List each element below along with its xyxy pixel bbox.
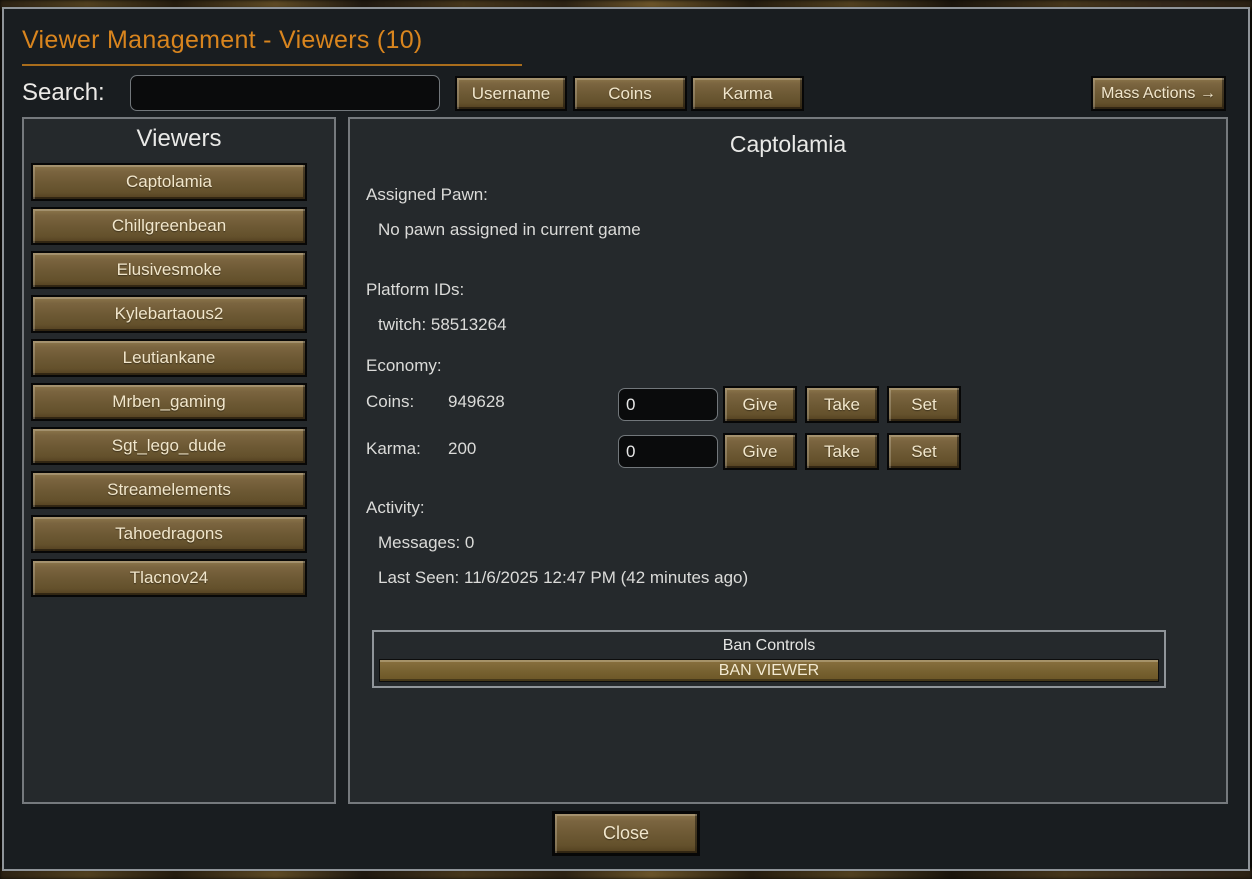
assigned-pawn-label: Assigned Pawn:: [366, 185, 488, 204]
sort-username-button[interactable]: Username: [455, 76, 567, 111]
game-world-backdrop-top: [0, 0, 1252, 9]
viewer-item-tlacnov24[interactable]: Tlacnov24: [31, 559, 307, 597]
viewer-management-dialog: Viewer Management - Viewers (10) Search:…: [2, 7, 1250, 871]
platform-id-twitch: twitch: 58513264: [378, 315, 507, 334]
viewer-list: Captolamia Chillgreenbean Elusivesmoke K…: [31, 163, 307, 603]
title-underline: [22, 64, 522, 66]
coins-value: 949628: [448, 392, 505, 411]
viewer-detail-panel: Captolamia Assigned Pawn: No pawn assign…: [348, 117, 1228, 804]
karma-value: 200: [448, 439, 477, 458]
viewer-item-streamelements[interactable]: Streamelements: [31, 471, 307, 509]
karma-take-button[interactable]: Take: [805, 433, 879, 470]
coins-label: Coins:: [366, 392, 415, 411]
karma-give-button[interactable]: Give: [723, 433, 797, 470]
karma-label: Karma:: [366, 439, 421, 458]
activity-last-seen: Last Seen: 11/6/2025 12:47 PM (42 minute…: [378, 568, 749, 587]
coins-take-button[interactable]: Take: [805, 386, 879, 423]
dialog-title: Viewer Management - Viewers (10): [22, 26, 423, 54]
viewer-item-tahoedragons[interactable]: Tahoedragons: [31, 515, 307, 553]
platform-ids-label: Platform IDs:: [366, 280, 465, 299]
viewer-item-leutiankane[interactable]: Leutiankane: [31, 339, 307, 377]
game-world-backdrop-bottom: [0, 869, 1252, 879]
ban-viewer-button[interactable]: BAN VIEWER: [379, 659, 1159, 682]
ban-controls-box: Ban Controls BAN VIEWER: [372, 630, 1166, 688]
search-label: Search:: [22, 79, 105, 106]
viewer-item-mrben-gaming[interactable]: Mrben_gaming: [31, 383, 307, 421]
assigned-pawn-value: No pawn assigned in current game: [378, 220, 641, 239]
viewer-detail-title: Captolamia: [729, 131, 847, 157]
viewers-panel-header: Viewers: [136, 125, 222, 152]
viewers-panel: Viewers Captolamia Chillgreenbean Elusiv…: [22, 117, 336, 804]
economy-label: Economy:: [366, 356, 442, 375]
coins-give-button[interactable]: Give: [723, 386, 797, 423]
karma-amount-input[interactable]: [618, 435, 718, 468]
viewer-item-kylebartaous2[interactable]: Kylebartaous2: [31, 295, 307, 333]
viewer-item-sgt-lego-dude[interactable]: Sgt_lego_dude: [31, 427, 307, 465]
coins-amount-input[interactable]: [618, 388, 718, 421]
search-input[interactable]: [130, 75, 440, 111]
close-button[interactable]: Close: [552, 811, 700, 856]
activity-label: Activity:: [366, 498, 425, 517]
viewer-item-chillgreenbean[interactable]: Chillgreenbean: [31, 207, 307, 245]
ban-controls-title: Ban Controls: [722, 637, 816, 654]
karma-set-button[interactable]: Set: [887, 433, 961, 470]
viewer-item-captolamia[interactable]: Captolamia: [31, 163, 307, 201]
mass-actions-button[interactable]: Mass Actions →: [1091, 76, 1226, 111]
sort-karma-button[interactable]: Karma: [691, 76, 804, 111]
coins-set-button[interactable]: Set: [887, 386, 961, 423]
sort-coins-button[interactable]: Coins: [573, 76, 687, 111]
activity-messages: Messages: 0: [378, 533, 475, 552]
viewer-item-elusivesmoke[interactable]: Elusivesmoke: [31, 251, 307, 289]
